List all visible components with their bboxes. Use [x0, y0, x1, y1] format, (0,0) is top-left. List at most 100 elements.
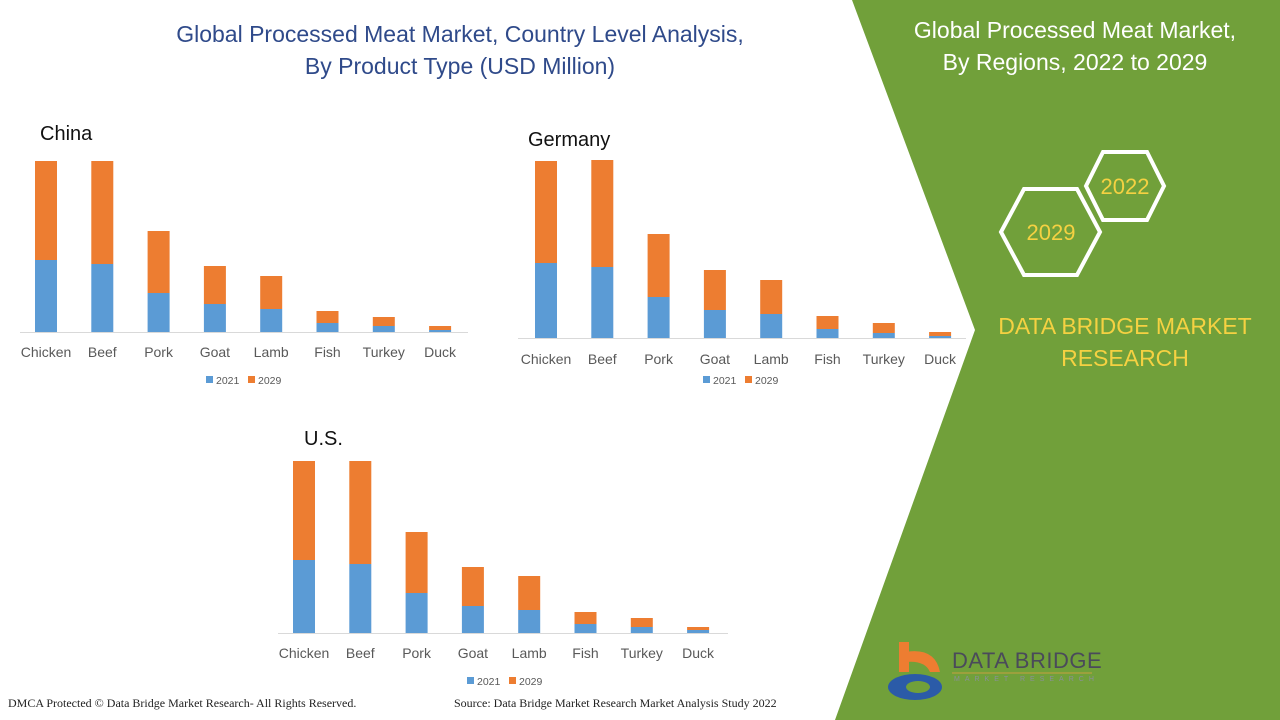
bar-2029-chicken — [35, 161, 57, 260]
legend-label-2029: 2029 — [755, 375, 779, 387]
legend-label-2021: 2021 — [713, 375, 737, 387]
bar-2021-chicken — [535, 263, 557, 338]
page-title: Global Processed Meat Market, Country Le… — [120, 18, 800, 82]
x-tick-label: Beef — [346, 645, 375, 661]
legend-swatch-2021 — [206, 376, 213, 383]
side-title-line-1: Global Processed Meat Market, — [913, 17, 1237, 43]
bar-2029-pork — [647, 234, 670, 297]
x-tick-label: Chicken — [279, 645, 330, 661]
bar-2029-goat — [703, 270, 726, 310]
hex-year-2029: 2029 — [1027, 220, 1076, 245]
logo-text: DATA BRIDGE — [952, 648, 1103, 673]
bar-2021-lamb — [760, 314, 783, 338]
x-tick-label: Turkey — [863, 351, 905, 367]
x-tick-label: Fish — [814, 351, 840, 367]
bar-2021-pork — [147, 293, 170, 332]
legend-swatch-2029 — [509, 677, 516, 684]
x-tick-label: Goat — [200, 344, 230, 360]
bar-2029-lamb — [518, 576, 541, 610]
brand-line-2: RESEARCH — [1061, 345, 1189, 371]
bar-2029-turkey — [872, 323, 895, 333]
x-tick-label: Beef — [588, 351, 617, 367]
bar-2029-turkey — [630, 618, 653, 627]
bar-2021-lamb — [260, 309, 283, 332]
bar-2021-lamb — [518, 610, 541, 633]
bar-2021-beef — [91, 264, 114, 332]
hexagon-2029 — [998, 187, 1103, 277]
x-tick-label: Lamb — [254, 344, 289, 360]
bar-2029-turkey — [372, 317, 395, 326]
side-title-line-2: By Regions, 2022 to 2029 — [942, 49, 1208, 75]
bar-2029-beef — [349, 461, 372, 564]
x-tick-label: Lamb — [512, 645, 547, 661]
bar-2021-chicken — [293, 560, 315, 633]
bar-2021-turkey — [872, 333, 895, 338]
bar-2029-duck — [929, 332, 952, 336]
bar-2029-fish — [316, 311, 339, 323]
bar-2029-pork — [405, 532, 428, 593]
legend-swatch-2021 — [703, 376, 710, 383]
chart-title: Germany — [528, 129, 610, 151]
legend-swatch-2029 — [248, 376, 255, 383]
legend-label-2021: 2021 — [477, 676, 501, 688]
x-tick-label: Turkey — [363, 344, 405, 360]
x-tick-label: Pork — [644, 351, 674, 367]
bar-2029-pork — [147, 231, 170, 293]
title-line-1: Global Processed Meat Market, Country Le… — [176, 21, 744, 47]
x-tick-label: Chicken — [21, 344, 72, 360]
title-line-2: By Product Type (USD Million) — [304, 53, 616, 79]
x-tick-label: Chicken — [521, 351, 572, 367]
bar-2029-goat — [203, 266, 226, 304]
legend-swatch-2021 — [467, 677, 474, 684]
bar-2029-beef — [91, 161, 114, 264]
chart-us: U.S. Chicken Beef Pork Goat Lamb Fish Turkey Duc… — [278, 428, 728, 688]
bar-2021-fish — [316, 323, 339, 332]
bar-2029-duck — [687, 627, 710, 630]
bar-2021-goat — [703, 310, 726, 338]
bar-2021-beef — [349, 564, 372, 633]
brand-line-1: DATA BRIDGE MARKET — [998, 313, 1252, 339]
chart-title: China — [40, 123, 93, 145]
logo-icon — [888, 642, 942, 700]
bar-2021-pork — [405, 593, 428, 633]
bar-2029-chicken — [293, 461, 315, 560]
bar-2021-goat — [461, 606, 484, 633]
green-panel — [835, 0, 1280, 720]
legend-label-2021: 2021 — [216, 375, 240, 387]
copyright-text: DMCA Protected © Data Bridge Market Rese… — [8, 696, 357, 710]
hex-year-2022: 2022 — [1101, 174, 1150, 199]
hexagon-2022 — [1083, 150, 1167, 222]
chart-germany: Germany Chicken Beef Pork Goat Lamb Fish Turkey… — [518, 129, 966, 387]
x-tick-label: Duck — [924, 351, 957, 367]
bar-2021-turkey — [372, 326, 395, 332]
bar-2029-lamb — [760, 280, 783, 314]
x-tick-label: Fish — [314, 344, 340, 360]
bar-2021-duck — [687, 630, 710, 633]
bar-2029-beef — [591, 160, 614, 267]
bar-2029-fish — [574, 612, 597, 624]
bar-2021-goat — [203, 304, 226, 332]
logo-subtext: MARKET RESEARCH — [954, 676, 1099, 683]
bar-2029-chicken — [535, 161, 557, 263]
bar-2021-fish — [574, 624, 597, 633]
bar-2021-turkey — [630, 627, 653, 633]
brand-text: DATA BRIDGE MARKET RESEARCH — [980, 310, 1270, 374]
bar-2021-chicken — [35, 260, 57, 332]
chart-china: China Chicken Beef Pork Goat Lamb Fish Turkey Du… — [20, 123, 468, 387]
x-tick-label: Pork — [144, 344, 174, 360]
bar-2029-fish — [816, 316, 839, 329]
source-text: Source: Data Bridge Market Research Mark… — [454, 696, 777, 710]
chart-title: U.S. — [304, 428, 343, 450]
x-tick-label: Lamb — [754, 351, 789, 367]
bar-2021-duck — [929, 336, 952, 338]
x-tick-label: Fish — [572, 645, 598, 661]
x-tick-label: Goat — [700, 351, 730, 367]
legend-label-2029: 2029 — [519, 676, 543, 688]
bar-2029-lamb — [260, 276, 283, 309]
bar-2029-goat — [461, 567, 484, 606]
x-tick-label: Turkey — [621, 645, 663, 661]
bar-2021-fish — [816, 329, 839, 338]
bar-2029-duck — [429, 326, 452, 330]
x-tick-label: Duck — [682, 645, 715, 661]
